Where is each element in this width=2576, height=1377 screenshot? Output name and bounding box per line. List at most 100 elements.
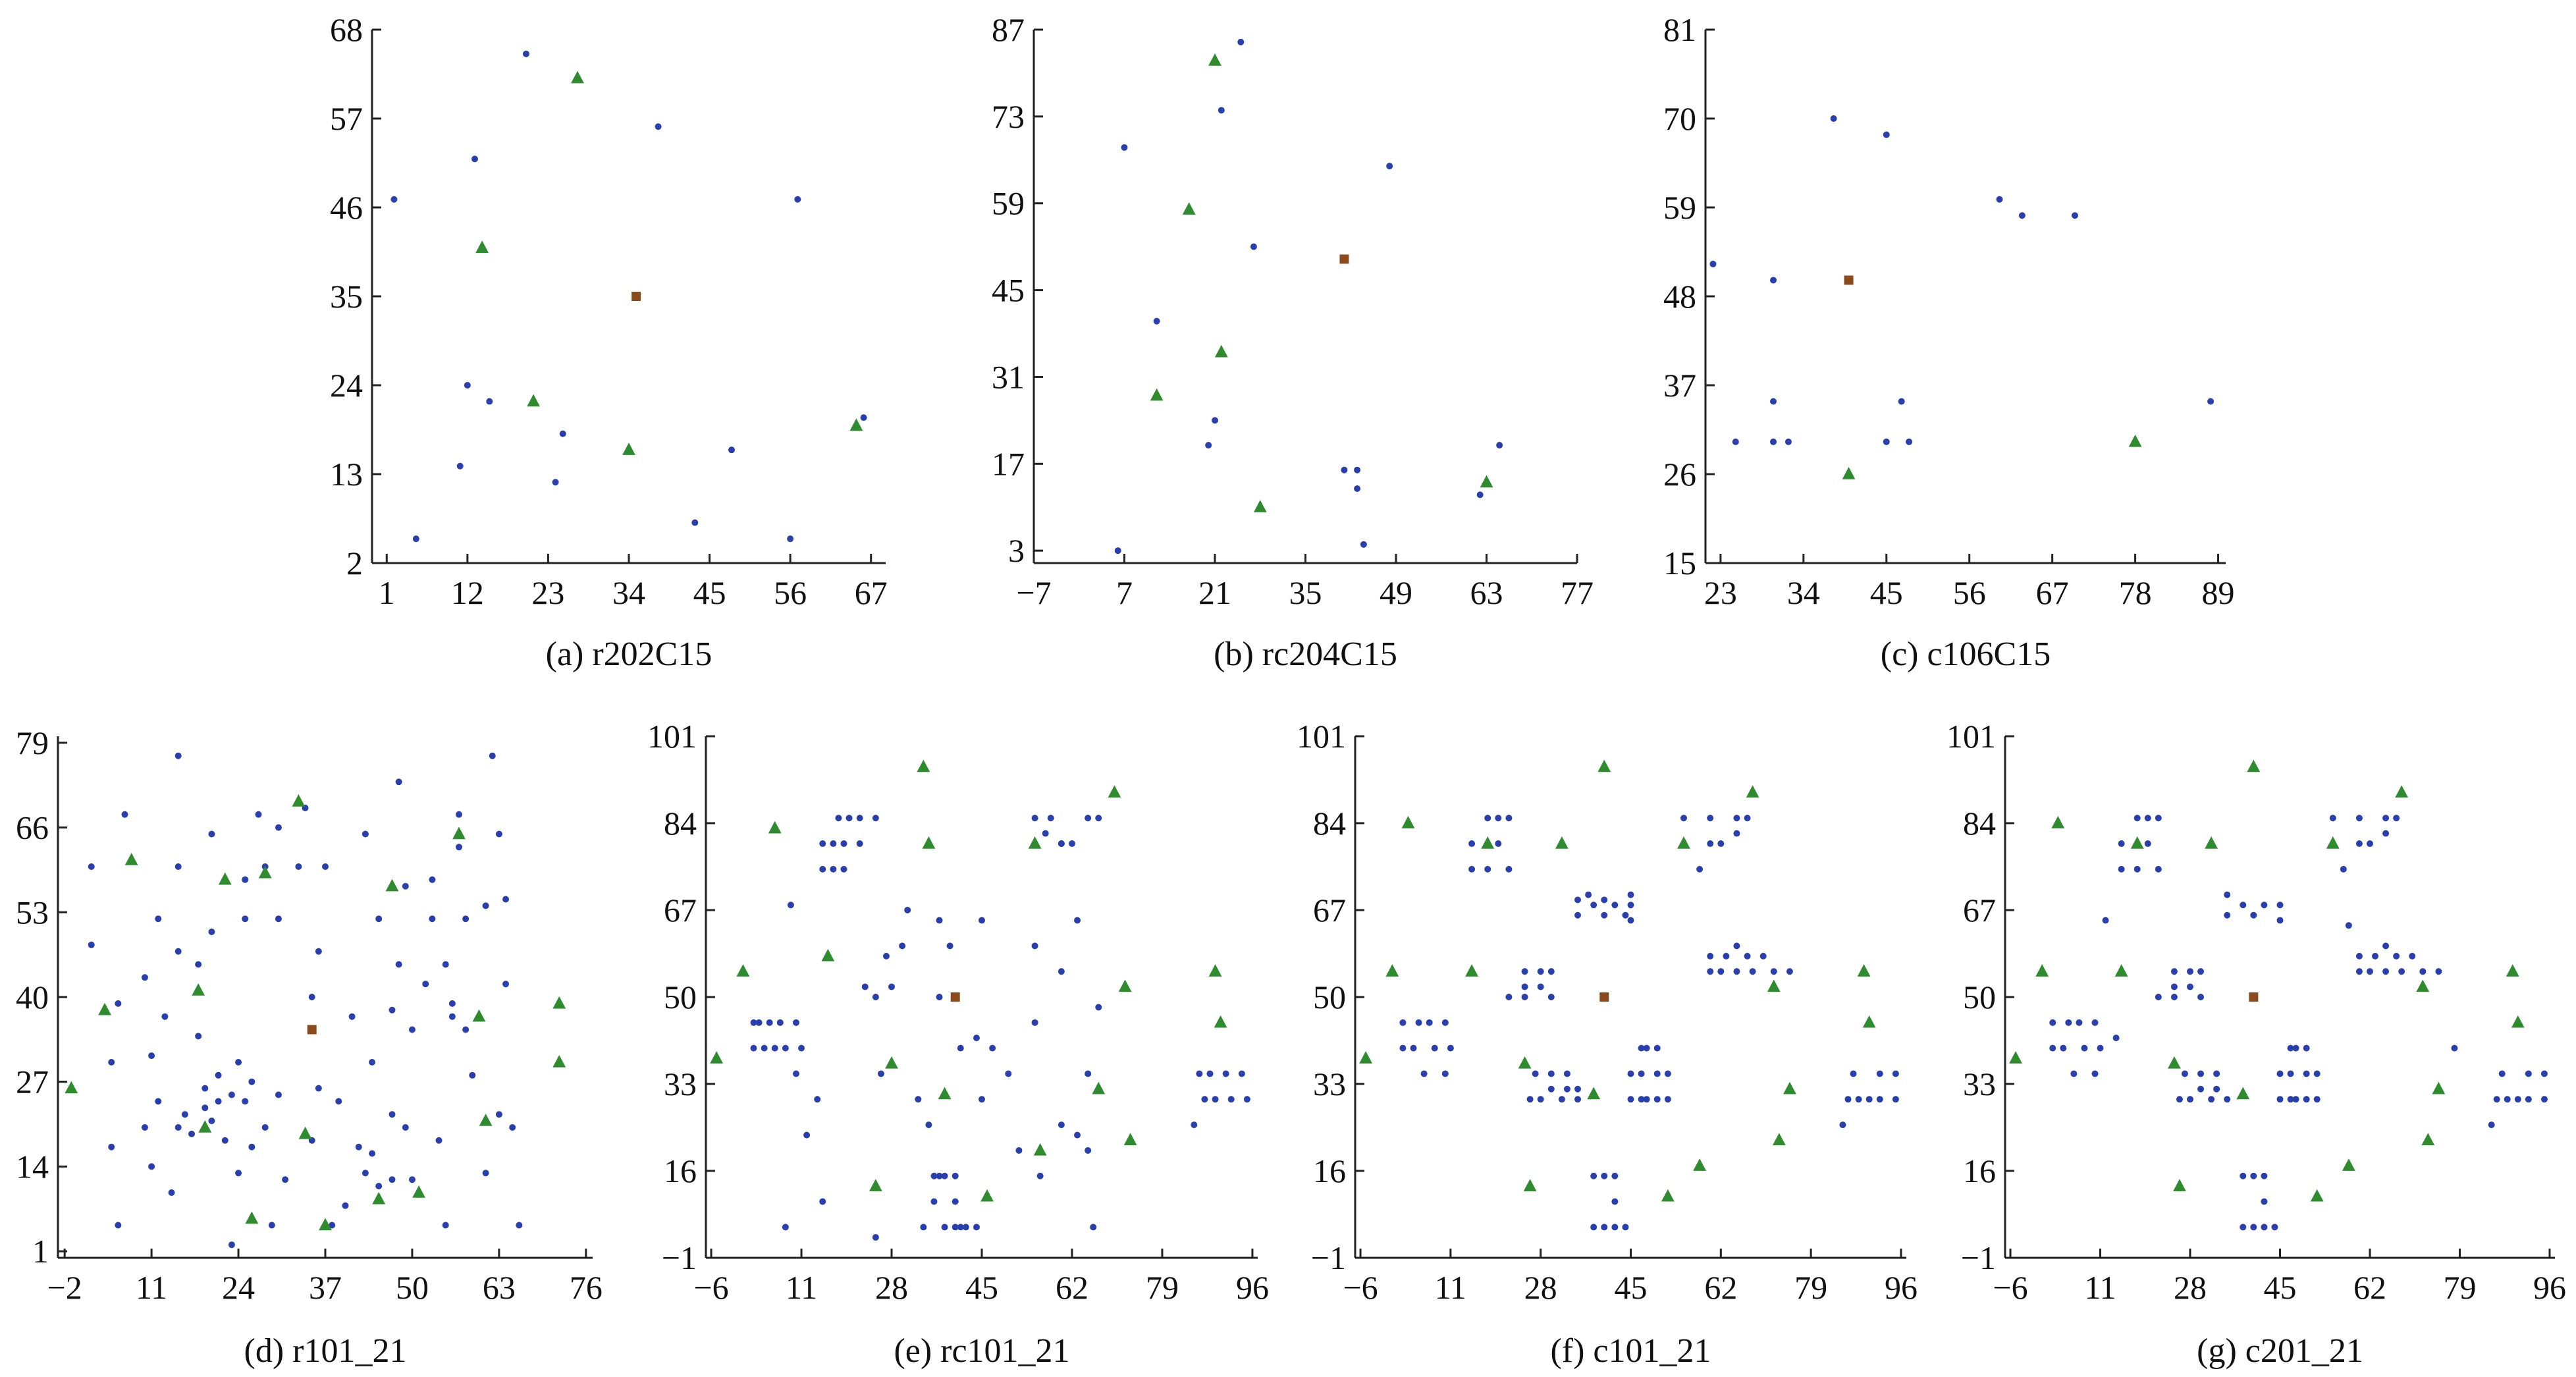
data-point-triangle <box>2247 759 2261 772</box>
data-point-triangle <box>479 1114 493 1126</box>
data-point-dot <box>1354 466 1361 473</box>
data-point-triangle <box>258 865 272 878</box>
data-point-dot <box>1386 163 1393 170</box>
y-tick-label: 33 <box>664 1066 697 1102</box>
x-tick-label: 7 <box>1116 574 1133 611</box>
data-point-dot <box>856 815 863 822</box>
data-point-triangle <box>2421 1133 2435 1146</box>
data-point-dot <box>2261 1224 2268 1231</box>
data-point-dot <box>1627 1070 1634 1077</box>
data-point-dot <box>2398 968 2405 975</box>
data-point-dot <box>195 1033 202 1040</box>
data-point-triangle <box>1118 979 1132 992</box>
data-point-dot <box>2340 865 2347 873</box>
data-point-dot <box>1410 1044 1417 1052</box>
depot-marker <box>1599 992 1609 1002</box>
data-point-triangle <box>917 759 930 772</box>
y-tick-label: −1 <box>1961 1239 1996 1276</box>
data-point-dot <box>2488 1121 2495 1129</box>
data-point-triangle <box>1481 836 1495 849</box>
data-point-triangle <box>1465 964 1478 977</box>
data-point-dot <box>261 1124 269 1131</box>
data-point-triangle <box>2432 1081 2446 1094</box>
data-point-dot <box>1876 1096 1883 1103</box>
data-point-dot <box>235 1059 242 1066</box>
data-point-dot <box>771 1044 778 1052</box>
data-point-dot <box>188 1130 195 1137</box>
data-point-dot <box>462 1026 470 1033</box>
data-point-dot <box>389 1176 396 1183</box>
scatter-plot: −6 11 28 45 62 79 96 −1 16 33 50 67 84 101 (g) c201_21 <box>1946 718 2566 1370</box>
data-point-dot <box>2355 968 2363 975</box>
data-point-dot <box>174 1124 182 1131</box>
data-point-dot <box>1844 1096 1852 1103</box>
y-tick-label: 17 <box>992 445 1025 482</box>
data-point-dot <box>2155 865 2162 873</box>
data-point-dot <box>1058 968 1065 975</box>
x-tick-label: 37 <box>309 1269 342 1306</box>
data-point-dot <box>728 446 735 454</box>
x-tick-label: 11 <box>1435 1269 1466 1306</box>
data-point-triangle <box>2128 434 2142 447</box>
data-point-dot <box>395 961 402 968</box>
data-point-triangle <box>1359 1051 1372 1064</box>
data-point-dot <box>469 1071 476 1079</box>
data-point-triangle <box>218 872 232 885</box>
y-tick-label: 67 <box>1963 892 1996 929</box>
data-point-dot <box>482 1170 489 1177</box>
data-point-dot <box>904 907 911 913</box>
x-tick-label: 78 <box>2119 574 2152 611</box>
x-tick-label: 35 <box>1289 574 1322 611</box>
data-point-triangle <box>1480 475 1493 488</box>
data-point-dot <box>2224 891 2231 898</box>
data-point-dot <box>2292 1096 2299 1103</box>
y-tick-label: 84 <box>664 805 697 842</box>
data-point-dot <box>2276 1070 2284 1077</box>
data-point-dot <box>2409 952 2416 959</box>
data-point-dot <box>155 1098 162 1105</box>
data-point-dot <box>275 824 282 831</box>
data-point-dot <box>2102 917 2109 924</box>
data-point-triangle <box>1214 1015 1227 1028</box>
data-point-dot <box>856 840 863 848</box>
data-point-dot <box>389 1111 396 1118</box>
y-tick-label: 27 <box>16 1064 49 1100</box>
data-point-dot <box>1627 902 1634 909</box>
data-point-triangle <box>1182 202 1196 215</box>
data-point-dot <box>1574 1085 1582 1093</box>
data-point-dot <box>1420 1070 1428 1077</box>
data-point-dot <box>2091 1070 2099 1077</box>
data-point-dot <box>155 915 162 923</box>
data-point-dot <box>1441 1070 1449 1077</box>
data-point-dot <box>201 1104 209 1112</box>
subplot-caption: (f) c101_21 <box>1550 1332 1711 1370</box>
x-tick-label: 79 <box>2443 1269 2476 1306</box>
data-point-dot <box>1611 1224 1619 1231</box>
data-point-dot <box>1447 1044 1454 1052</box>
y-tick-label: 24 <box>330 367 363 404</box>
data-point-dot <box>1547 994 1555 1000</box>
data-point-dot <box>1601 1172 1608 1179</box>
data-point-dot <box>1627 891 1634 898</box>
data-point-dot <box>952 1198 959 1205</box>
data-point-dot <box>1590 902 1597 909</box>
data-point-dot <box>390 196 398 203</box>
scatter-plot: −7 7 21 35 49 63 77 3 17 31 45 59 73 87 (b) rc204C15 <box>992 11 1594 673</box>
x-tick-label: 23 <box>1704 574 1737 611</box>
data-point-dot <box>282 1176 289 1183</box>
data-point-dot <box>369 1150 376 1157</box>
data-point-dot <box>471 155 478 163</box>
data-point-dot <box>2112 1035 2120 1042</box>
data-point-dot <box>1680 815 1687 822</box>
y-tick-label: 67 <box>664 892 697 929</box>
x-tick-label: 62 <box>2353 1269 2386 1306</box>
data-point-triangle <box>1661 1189 1675 1202</box>
data-point-dot <box>362 830 369 838</box>
x-tick-label: 96 <box>1236 1269 1269 1306</box>
data-point-dot <box>2393 952 2400 959</box>
data-point-dot <box>2525 1070 2532 1077</box>
data-point-dot <box>1399 1044 1407 1052</box>
data-point-dot <box>2181 1070 2188 1077</box>
data-point-dot <box>1883 438 1890 445</box>
data-point-dot <box>1042 830 1049 837</box>
